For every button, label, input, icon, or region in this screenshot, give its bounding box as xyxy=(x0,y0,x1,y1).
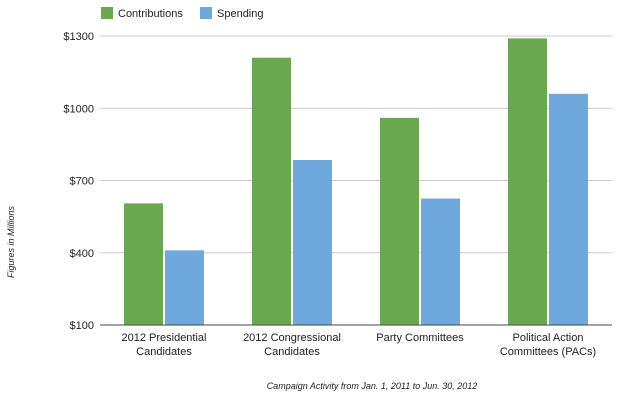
y-tick-label: $100 xyxy=(70,320,94,332)
bars xyxy=(124,38,588,326)
x-tick-label: Political Action xyxy=(513,332,584,344)
bar-spending-1 xyxy=(165,250,204,325)
legend-swatch-contributions xyxy=(101,7,113,19)
bar-contributions-4 xyxy=(508,38,547,326)
y-tick-label: $1000 xyxy=(63,103,94,115)
x-tick-label: Committees (PACs) xyxy=(500,346,596,358)
bar-spending-3 xyxy=(421,198,460,325)
x-tick-label: Party Committees xyxy=(376,332,464,344)
y-tick-label: $400 xyxy=(70,248,94,260)
legend: Contributions Spending xyxy=(101,7,264,20)
y-tick-label: $1300 xyxy=(63,31,94,43)
x-tick-label: 2012 Presidential xyxy=(121,332,206,344)
bar-contributions-2 xyxy=(252,57,291,326)
x-tick-label: Candidates xyxy=(136,346,192,358)
y-axis-title: Figures in Millions xyxy=(6,205,16,278)
x-axis-ticks: 2012 Presidential Candidates 2012 Congress… xyxy=(121,332,596,358)
x-tick-label: 2012 Congressional xyxy=(243,332,341,344)
y-tick-label: $700 xyxy=(70,176,94,188)
bar-contributions-1 xyxy=(124,203,163,325)
y-axis-ticks: $100 $400 $700 $1000 $1300 xyxy=(63,31,94,332)
bar-spending-2 xyxy=(293,160,332,325)
x-axis-title: Campaign Activity from Jan. 1, 2011 to J… xyxy=(267,381,478,391)
legend-swatch-spending xyxy=(200,7,212,19)
bar-contributions-3 xyxy=(380,117,419,325)
bar-spending-4 xyxy=(549,93,588,325)
legend-label-spending: Spending xyxy=(217,8,264,20)
legend-label-contributions: Contributions xyxy=(118,8,183,20)
x-tick-label: Candidates xyxy=(264,346,320,358)
